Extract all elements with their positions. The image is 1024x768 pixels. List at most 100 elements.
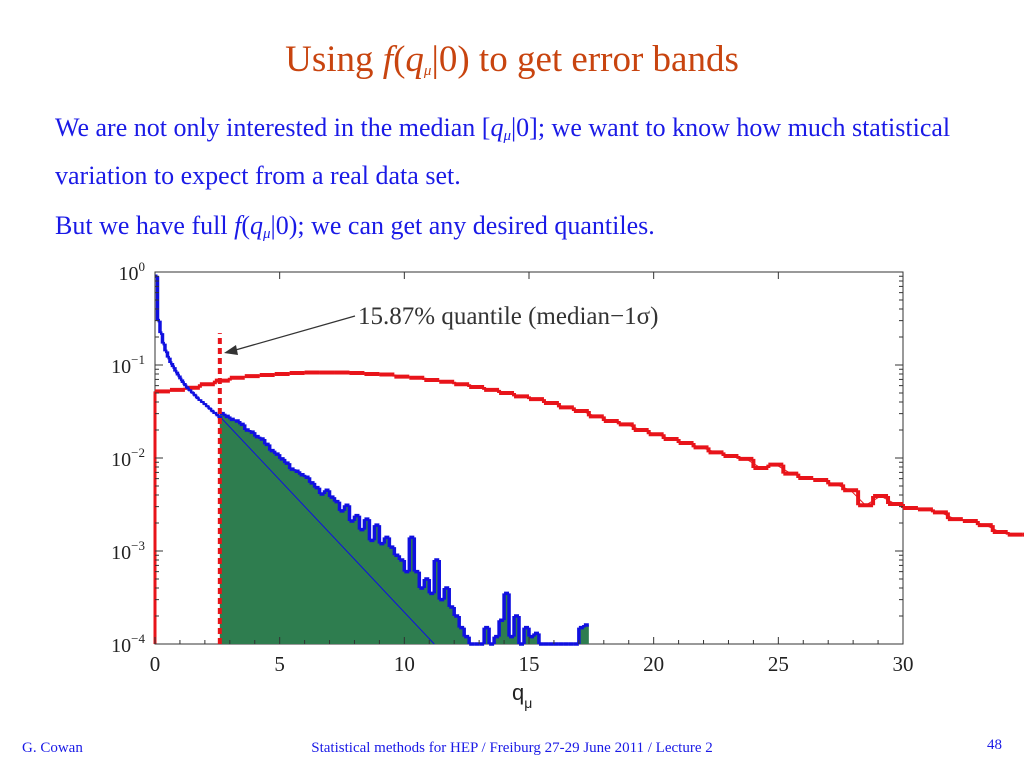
blue-hist-bin xyxy=(160,333,165,346)
blue-tail-bin xyxy=(442,586,450,600)
blue-tail-bin xyxy=(347,505,355,523)
blue-tail-bin xyxy=(497,618,505,637)
blue-tail-bin xyxy=(452,606,460,618)
blue-hist-bin xyxy=(173,367,178,374)
blue-tail-bin xyxy=(327,490,335,499)
arrow-head xyxy=(224,345,238,355)
para1-q: q xyxy=(490,113,504,142)
red-hist-bin xyxy=(691,442,709,450)
x-tick-label: 25 xyxy=(768,652,789,676)
blue-tail-bin xyxy=(437,560,445,602)
red-hist-bin xyxy=(646,430,664,437)
title-pre: Using xyxy=(285,39,383,80)
red-hist-bin xyxy=(945,512,963,522)
x-label-q: q xyxy=(512,680,524,705)
tail-area xyxy=(219,413,589,644)
blue-curve xyxy=(219,416,435,645)
blue-hist-bin xyxy=(190,391,195,396)
blue-tail-bin xyxy=(402,560,410,574)
title-sub: μ xyxy=(423,63,432,79)
x-axis-label: qμ xyxy=(512,680,532,711)
red-hist-bin xyxy=(841,484,859,493)
red-hist-bin xyxy=(706,447,724,455)
blue-hist-bin xyxy=(185,386,190,391)
blue-hist-bin xyxy=(193,393,198,399)
red-hist-bin xyxy=(212,378,230,385)
y-tick-label: 10−2 xyxy=(111,445,145,471)
red-hist-bin xyxy=(556,403,574,410)
slide-title: Using f(qμ|0) to get error bands xyxy=(0,38,1024,93)
blue-tail-bin xyxy=(287,463,295,471)
x-tick-label: 10 xyxy=(394,652,415,676)
para1-pre: We are not only interested in the median… xyxy=(55,113,491,142)
y-tick-label: 10−1 xyxy=(111,352,145,378)
blue-tail-bin xyxy=(342,503,350,511)
blue-tail-bin xyxy=(392,547,400,558)
blue-tail-bin xyxy=(238,420,245,427)
para2-q: q xyxy=(249,211,263,240)
para2-paren: ( xyxy=(241,211,250,240)
para1-sub: μ xyxy=(503,128,511,144)
blue-tail-bin xyxy=(532,631,539,637)
red-hist-bin xyxy=(781,464,799,476)
red-hist-bin xyxy=(721,452,739,459)
y-tick-label: 100 xyxy=(119,259,146,285)
blue-tail-bin xyxy=(332,497,340,504)
y-tick-label: 10−3 xyxy=(111,538,145,564)
blue-tail-bin xyxy=(462,627,470,639)
blue-hist-bin xyxy=(213,411,218,416)
y-tick-label: 10−4 xyxy=(111,631,145,657)
blue-hist-bin xyxy=(200,401,205,405)
blue-tail-bin xyxy=(223,413,230,419)
blue-tail-bin xyxy=(272,450,280,456)
blue-tail-bin xyxy=(322,488,330,495)
blue-tail-bin xyxy=(297,471,305,477)
blue-tail-bin xyxy=(352,513,360,522)
blue-tail-bin xyxy=(512,614,520,637)
x-tick-label: 5 xyxy=(274,652,285,676)
blue-tail-bin xyxy=(467,636,475,646)
blue-hist-bin xyxy=(203,403,208,407)
blue-hist-bin xyxy=(163,343,168,354)
blue-tail-bin xyxy=(537,633,544,646)
title-q: q xyxy=(405,39,424,80)
blue-tail-bin xyxy=(282,458,290,465)
red-curve xyxy=(155,372,1024,536)
blue-hist-bin xyxy=(215,413,220,419)
blue-hist-bin xyxy=(175,371,180,378)
red-hist-bin xyxy=(901,504,918,510)
red-hist-bin xyxy=(975,521,993,528)
blue-tail-bin xyxy=(252,432,260,439)
red-hist-bin xyxy=(886,496,903,507)
blue-tail-bin xyxy=(262,439,270,447)
para2-f: f xyxy=(234,211,242,240)
red-hist-bin xyxy=(541,399,559,406)
blue-tail-bin xyxy=(447,588,455,609)
para2-sub: μ xyxy=(262,226,271,242)
red-hist-bin xyxy=(586,411,604,419)
red-hist-bin xyxy=(826,480,844,487)
x-tick-label: 30 xyxy=(893,652,914,676)
footer-author: G. Cowan xyxy=(22,740,83,756)
x-tick-label: 20 xyxy=(643,652,664,676)
blue-hist-bin xyxy=(180,379,185,385)
title-post: |0) to get error bands xyxy=(431,39,739,80)
blue-tail-bin xyxy=(387,537,395,549)
red-hist-bin xyxy=(661,434,679,442)
blue-hist-bin xyxy=(168,357,173,365)
page-number: 48 xyxy=(987,737,1002,753)
blue-tail-bin xyxy=(243,424,250,432)
blue-tail-bin xyxy=(582,623,589,628)
red-hist-bin xyxy=(601,416,619,423)
blue-tail-bin xyxy=(427,578,435,596)
blue-hist-bin xyxy=(198,399,203,403)
red-hist-bin xyxy=(856,490,874,508)
blue-tail-bin xyxy=(312,482,320,490)
blue-tail-bin xyxy=(382,535,390,544)
para2-pre: But we have full xyxy=(55,211,235,240)
blue-tail-bin xyxy=(257,436,265,441)
blue-hist-bin xyxy=(210,409,215,415)
blue-hist-bin xyxy=(155,276,160,323)
footer-center: Statistical methods for HEP / Freiburg 2… xyxy=(311,740,713,756)
